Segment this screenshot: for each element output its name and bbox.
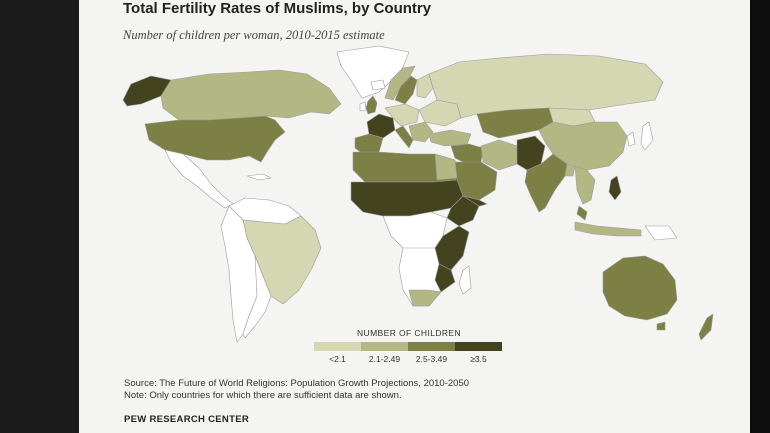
region-egypt xyxy=(434,153,458,181)
note-line: Note: Only countries for which there are… xyxy=(124,389,402,401)
legend-swatch-1 xyxy=(314,342,361,351)
legend-label-3: 2.5-3.49 xyxy=(415,354,448,364)
figure-page: Total Fertility Rates of Muslims, by Cou… xyxy=(79,0,751,433)
region-tasmania xyxy=(656,321,666,331)
legend-labels: <2.1 2.1-2.49 2.5-3.49 ≥3.5 xyxy=(314,354,502,364)
region-bangladesh xyxy=(564,163,576,177)
region-japan xyxy=(640,121,654,151)
world-map xyxy=(122,45,714,343)
region-philippines xyxy=(608,175,622,201)
right-margin-shadow xyxy=(750,0,770,433)
legend-label-1: <2.1 xyxy=(329,354,346,364)
region-central-europe xyxy=(384,103,420,127)
region-eastern-europe xyxy=(418,99,462,127)
region-greenland xyxy=(336,45,410,99)
region-indochina xyxy=(574,165,596,205)
region-norway xyxy=(384,65,416,101)
legend-swatch-3 xyxy=(408,342,455,351)
figure-title: Total Fertility Rates of Muslims, by Cou… xyxy=(123,0,432,17)
region-usa xyxy=(144,115,286,163)
region-new-guinea xyxy=(644,225,678,241)
region-argentina xyxy=(242,255,272,339)
region-balkans xyxy=(408,121,434,143)
legend-bar xyxy=(314,342,502,351)
region-australia xyxy=(602,255,678,321)
region-india xyxy=(524,153,568,213)
region-iceland xyxy=(370,79,386,91)
region-iberia xyxy=(354,133,384,155)
region-russia xyxy=(428,53,664,119)
legend-swatch-2 xyxy=(361,342,408,351)
region-mozambique xyxy=(434,263,456,293)
region-indonesia xyxy=(574,221,642,237)
region-syria-iraq xyxy=(450,143,484,165)
region-finland xyxy=(416,73,434,99)
region-korea xyxy=(626,131,636,147)
region-uk xyxy=(365,95,378,115)
source-line: Source: The Future of World Religions: P… xyxy=(124,378,470,389)
figure-subtitle: Number of children per woman, 2010-2015 … xyxy=(123,28,385,42)
region-malaysia xyxy=(576,205,588,221)
legend-label-2: 2.1-2.49 xyxy=(368,354,401,364)
region-canada xyxy=(160,69,342,121)
legend-swatch-4 xyxy=(455,342,502,351)
region-sahel xyxy=(350,179,464,217)
legend-title: NUMBER OF CHILDREN xyxy=(357,328,462,338)
region-new-zealand xyxy=(698,313,714,341)
region-ireland xyxy=(359,101,367,112)
region-south-africa xyxy=(408,289,442,307)
organization-credit: PEW RESEARCH CENTER xyxy=(124,414,249,425)
region-italy xyxy=(394,125,414,149)
legend-label-4: ≥3.5 xyxy=(470,354,487,364)
region-caribbean xyxy=(246,173,272,181)
region-turkey xyxy=(428,129,472,147)
source-notes: Source: The Future of World Religions: P… xyxy=(124,378,469,401)
region-madagascar xyxy=(458,265,472,295)
